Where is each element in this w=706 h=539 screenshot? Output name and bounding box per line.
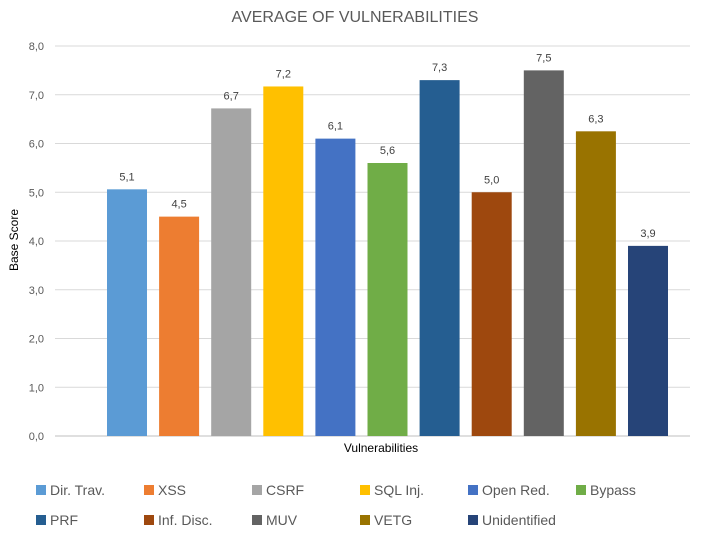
y-tick-label: 7,0 — [29, 90, 44, 102]
legend-swatch — [36, 485, 46, 495]
bar — [263, 86, 304, 437]
data-label: 6,7 — [224, 90, 239, 102]
bar — [523, 70, 564, 436]
legend-item: Unidentified — [468, 512, 556, 528]
legend-swatch — [144, 485, 154, 495]
legend-label: Open Red. — [482, 482, 550, 498]
bar — [159, 216, 200, 436]
data-labels: 5,1 4,5 6,7 7,2 6,1 5,6 7,3 5,0 7,5 6,3 3,9 — [119, 52, 655, 240]
bar — [628, 245, 668, 436]
data-label: 7,2 — [276, 68, 291, 80]
legend-label: CSRF — [266, 482, 304, 498]
data-label: 7,5 — [536, 52, 551, 64]
y-tick-label: 6,0 — [29, 139, 44, 151]
legend-label: Dir. Trav. — [50, 482, 105, 498]
bar — [107, 189, 147, 436]
legend-label: SQL Inj. — [374, 482, 424, 498]
legend-swatch — [252, 485, 262, 495]
legend-swatch — [360, 515, 370, 525]
y-tick-label: 3,0 — [29, 285, 44, 297]
legend-swatch — [36, 515, 46, 525]
chart-title: AVERAGE OF VULNERABILITIES — [232, 9, 479, 26]
legend-swatch — [468, 485, 478, 495]
legend-swatch — [576, 485, 586, 495]
legend-item: VETG — [360, 512, 412, 528]
legend-item: PRF — [36, 512, 78, 528]
data-label: 6,1 — [328, 121, 343, 133]
legend-swatch — [252, 515, 262, 525]
legend-item: Bypass — [576, 482, 636, 498]
legend-label: Unidentified — [482, 512, 556, 528]
legend-item: Inf. Disc. — [144, 512, 212, 528]
bar — [575, 131, 616, 436]
bar — [367, 163, 408, 436]
legend-item: SQL Inj. — [360, 482, 424, 498]
y-axis-label: Base Score — [7, 209, 21, 271]
bars — [107, 70, 668, 437]
x-axis-label: Vulnerabilities — [344, 441, 418, 455]
bar — [471, 192, 512, 436]
data-label: 4,5 — [171, 199, 186, 211]
data-label: 5,6 — [380, 145, 395, 157]
legend-swatch — [360, 485, 370, 495]
bar — [315, 138, 356, 436]
legend: Dir. Trav. XSS CSRF SQL Inj. Open Red. Bypass… — [36, 482, 636, 528]
legend-label: Bypass — [590, 482, 636, 498]
legend-swatch — [468, 515, 478, 525]
legend-item: CSRF — [252, 482, 304, 498]
legend-swatch — [144, 515, 154, 525]
y-axis-ticks: 0,0 1,0 2,0 3,0 4,0 5,0 6,0 7,0 8,0 — [29, 41, 44, 443]
legend-label: XSS — [158, 482, 186, 498]
data-label: 3,9 — [640, 228, 655, 240]
legend-label: PRF — [50, 512, 78, 528]
bar — [211, 108, 252, 437]
data-label: 6,3 — [588, 113, 603, 125]
data-label: 5,1 — [119, 171, 134, 183]
legend-item: Dir. Trav. — [36, 482, 105, 498]
data-label: 7,3 — [432, 62, 447, 74]
y-tick-label: 2,0 — [29, 334, 44, 346]
y-tick-label: 1,0 — [29, 382, 44, 394]
legend-item: Open Red. — [468, 482, 550, 498]
legend-label: Inf. Disc. — [158, 512, 212, 528]
legend-label: MUV — [266, 512, 298, 528]
legend-item: MUV — [252, 512, 298, 528]
y-tick-label: 8,0 — [29, 41, 44, 53]
bar — [419, 80, 460, 436]
legend-item: XSS — [144, 482, 186, 498]
y-tick-label: 5,0 — [29, 187, 44, 199]
data-label: 5,0 — [484, 174, 499, 186]
y-tick-label: 0,0 — [29, 431, 44, 443]
legend-label: VETG — [374, 512, 412, 528]
y-tick-label: 4,0 — [29, 236, 44, 248]
